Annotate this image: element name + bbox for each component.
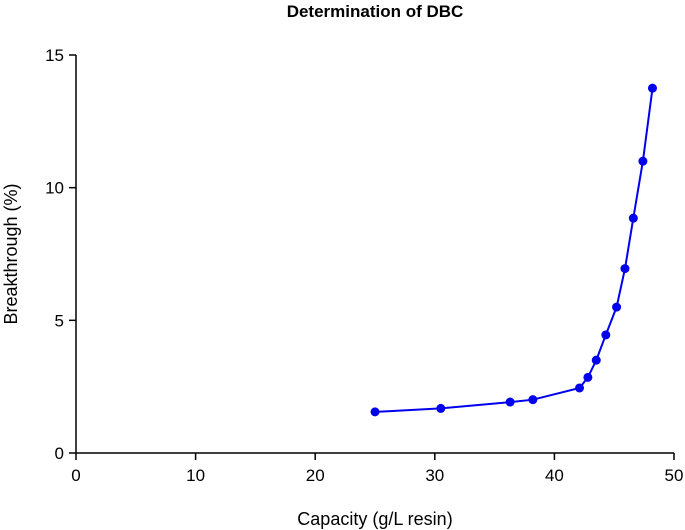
x-tick-label: 10 (186, 466, 205, 485)
data-point (628, 213, 638, 223)
data-point (612, 302, 622, 312)
x-tick-label: 20 (306, 466, 325, 485)
data-point (647, 83, 657, 93)
y-ticks: 0 5 10 15 (45, 46, 76, 463)
data-point (505, 397, 515, 407)
y-tick-label: 15 (45, 46, 64, 65)
data-point (591, 355, 601, 365)
data-point (620, 264, 630, 274)
data-point (528, 395, 538, 405)
data-point (583, 372, 593, 382)
series-line (374, 88, 654, 413)
x-ticks: 0 10 20 30 40 50 (71, 453, 683, 485)
x-tick-label: 50 (665, 466, 684, 485)
y-tick-label: 5 (55, 311, 64, 330)
data-point (370, 407, 380, 417)
x-tick-label: 40 (545, 466, 564, 485)
data-point (638, 156, 648, 166)
data-point (601, 330, 611, 340)
x-tick-label: 0 (71, 466, 80, 485)
series-layer (370, 83, 657, 417)
axes (75, 55, 674, 454)
chart-title: Determination of DBC (287, 2, 464, 21)
y-tick-label: 10 (45, 179, 64, 198)
data-point (436, 403, 446, 413)
x-axis-label: Capacity (g/L resin) (297, 509, 452, 529)
y-axis-label: Breakthrough (%) (1, 183, 21, 324)
x-tick-label: 30 (425, 466, 444, 485)
y-tick-label: 0 (55, 444, 64, 463)
data-point (575, 383, 585, 393)
